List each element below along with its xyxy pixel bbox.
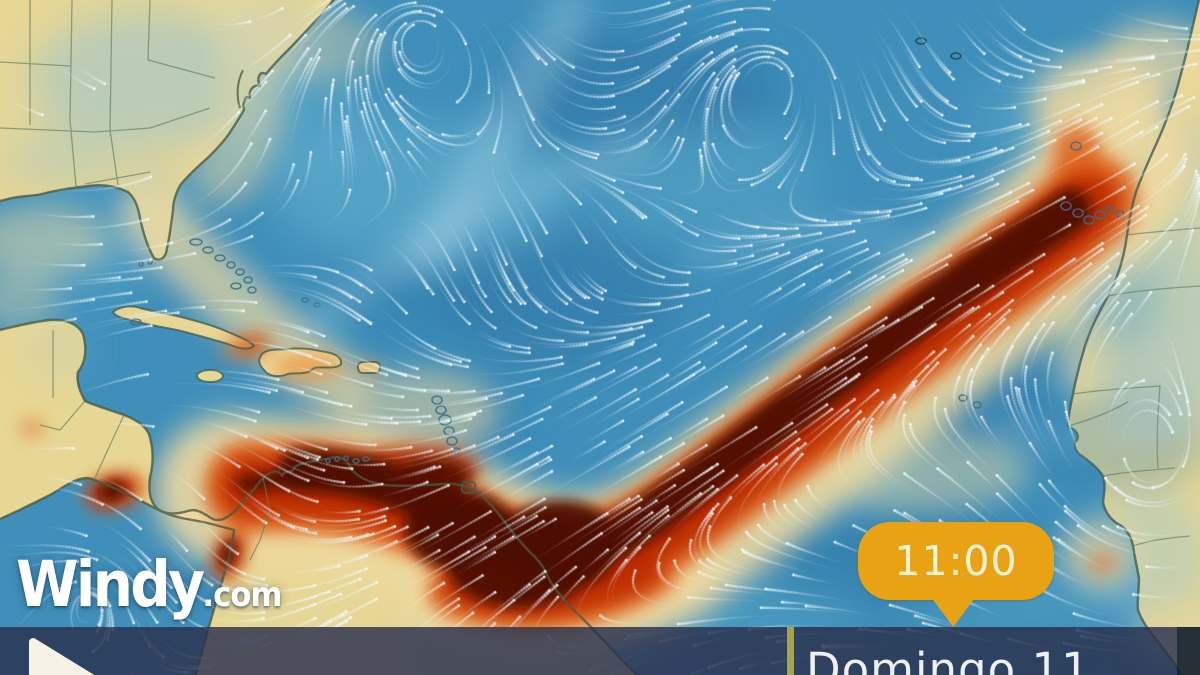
logo-suffix-text: .com [202,575,282,615]
play-icon [29,638,95,675]
time-bubble[interactable]: 11:00 [858,522,1054,627]
windy-logo[interactable]: Windy.com [16,548,282,621]
timeline-day-label: Domingo 11 [806,643,1091,675]
timeline-day-marker-icon [787,627,794,675]
logo-text: Windy [16,548,205,621]
time-bubble-label: 11:00 [894,537,1018,585]
timeline-bar[interactable]: Domingo 11 [0,627,1200,675]
time-bubble-pointer-icon [930,596,977,627]
play-button[interactable] [28,637,112,675]
timeline-end-shade [1177,627,1200,675]
